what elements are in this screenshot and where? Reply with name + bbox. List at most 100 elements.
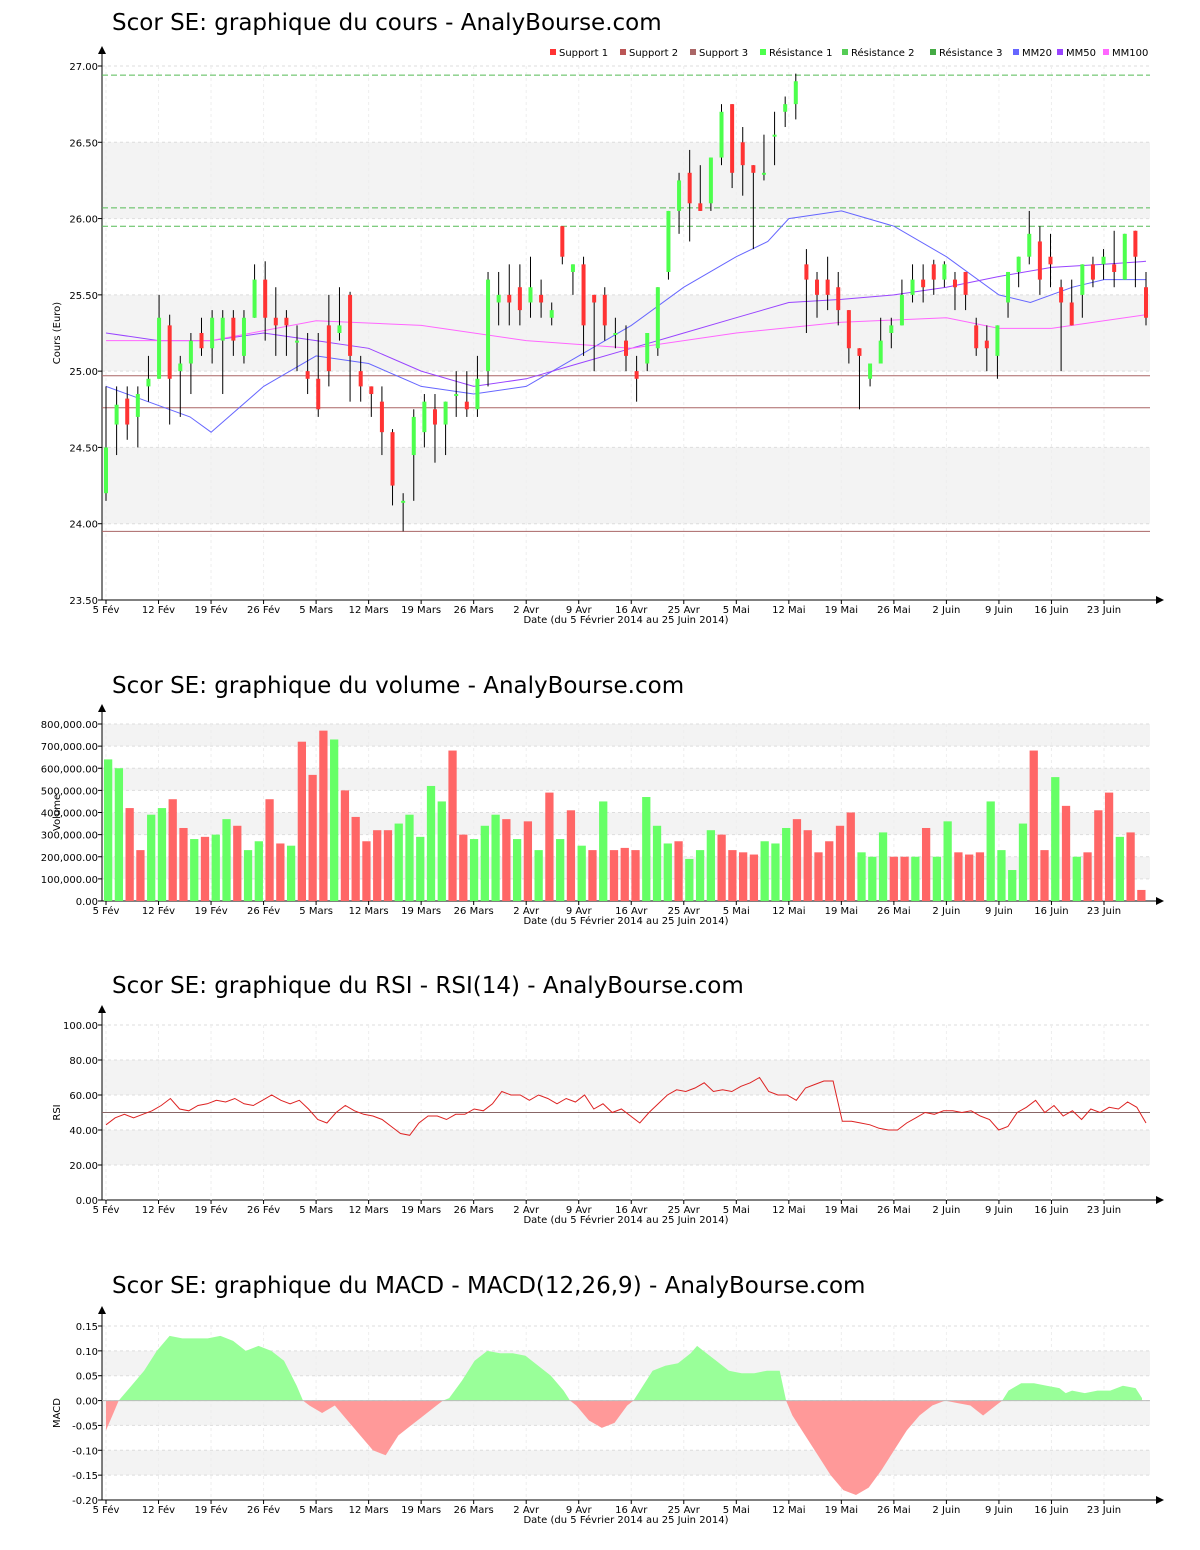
- price-xtick-label: 12 Mai: [772, 605, 805, 616]
- volume-bar: [965, 854, 974, 901]
- candle-body: [1122, 233, 1127, 280]
- price-ytick-label: 26.00: [69, 215, 98, 226]
- candle-body: [931, 264, 936, 280]
- volume-bar: [243, 850, 253, 901]
- price-ylabel: Cours (Euro): [52, 302, 63, 365]
- volume-bar: [330, 739, 339, 901]
- legend-label: MM50: [1066, 48, 1096, 59]
- price-xtick-label: 5 Mai: [723, 605, 750, 616]
- candle-body: [1016, 256, 1021, 272]
- volume-bar: [1083, 852, 1092, 901]
- macd-xtick-label: 5 Fév: [93, 1504, 120, 1516]
- candle-body: [921, 279, 926, 288]
- volume-bar: [534, 850, 543, 901]
- candle-body: [507, 294, 512, 303]
- volume-bar: [1072, 856, 1081, 901]
- macd-xtick-label: 16 Juin: [1034, 1505, 1068, 1516]
- rsi-band: [102, 1060, 1150, 1095]
- candle-body: [624, 340, 628, 356]
- volume-bar: [986, 801, 995, 901]
- candle-body: [432, 409, 437, 425]
- volume-xtick-label: 26 Mars: [454, 906, 494, 917]
- candle-body: [1006, 271, 1011, 303]
- legend-swatch: [690, 49, 696, 55]
- volume-ytick-label: 600,000.00: [41, 764, 98, 775]
- macd-xtick-label: 2 Juin: [932, 1505, 960, 1516]
- volume-bar: [782, 827, 791, 901]
- volume-bar: [717, 834, 726, 901]
- rsi-x-axis-arrow: [1156, 1196, 1164, 1204]
- volume-bar: [254, 841, 263, 901]
- price-xtick-label: 23 Juin: [1087, 605, 1121, 616]
- legend-swatch: [1103, 49, 1109, 55]
- price-xtick-label: 12 Fév: [142, 604, 175, 616]
- macd-ytick-label: 0.00: [76, 1397, 98, 1408]
- volume-xtick-label: 23 Juin: [1087, 906, 1121, 917]
- legend-swatch: [760, 49, 766, 55]
- candle-body: [146, 378, 151, 387]
- volume-ylabel: Volume: [52, 794, 63, 831]
- candle-body: [1112, 264, 1117, 272]
- candle-body: [783, 104, 788, 112]
- volume-bar: [523, 821, 533, 901]
- price-xtick-label: 9 Avr: [566, 605, 593, 616]
- candle-body: [751, 165, 756, 173]
- candle-body: [570, 264, 575, 272]
- volume-bar: [114, 768, 124, 901]
- macd-negative-area: [786, 1400, 945, 1495]
- candle-body: [475, 378, 480, 410]
- macd-ytick-label: -0.15: [72, 1471, 98, 1482]
- candle-body: [581, 264, 586, 326]
- macd-ytick-label: -0.10: [72, 1446, 98, 1457]
- macd-ytick-label: 0.05: [76, 1372, 98, 1383]
- rsi-xtick-label: 19 Mars: [401, 1205, 441, 1216]
- volume-bar: [577, 845, 586, 901]
- price-ytick-label: 26.50: [69, 138, 98, 149]
- macd-positive-area: [118, 1335, 303, 1401]
- volume-bar: [480, 825, 489, 901]
- volume-bar: [276, 843, 285, 901]
- macd-ytick-label: 0.15: [76, 1322, 98, 1333]
- volume-band: [102, 768, 1150, 791]
- volume-band: [102, 724, 1150, 747]
- volume-bar: [566, 810, 576, 901]
- rsi-xtick-label: 16 Juin: [1034, 1205, 1068, 1216]
- macd-positive-area: [633, 1345, 787, 1401]
- volume-bar: [125, 808, 134, 901]
- rsi-band: [102, 1130, 1150, 1165]
- macd-xlabel: Date (du 5 Février 2014 au 25 Juin 2014): [523, 1514, 728, 1526]
- volume-bar: [911, 856, 920, 901]
- candle-body: [210, 317, 215, 349]
- candle-body: [634, 371, 639, 379]
- volume-bar: [1040, 850, 1049, 901]
- volume-bar: [1029, 750, 1038, 901]
- volume-ytick-label: 800,000.00: [41, 720, 98, 731]
- rsi-chart: 0.00 20.00 40.00 60.00 80.00 100.00 RSI 5 Fév 12…: [52, 1005, 1164, 1226]
- candle-body: [305, 371, 310, 379]
- rsi-line: [105, 1076, 1147, 1136]
- candle-body: [560, 226, 565, 257]
- candle-body: [963, 271, 968, 295]
- volume-xtick-label: 25 Avr: [668, 906, 701, 917]
- legend-swatch: [1057, 49, 1063, 55]
- macd-y-axis-arrow: [98, 1306, 106, 1314]
- macd-xtick-label: 16 Avr: [615, 1505, 648, 1516]
- volume-bar: [857, 852, 866, 901]
- macd-xtick-label: 5 Mars: [299, 1505, 333, 1516]
- volume-bar: [394, 823, 403, 901]
- price-x-axis-arrow: [1156, 596, 1164, 604]
- volume-xtick-label: 16 Juin: [1034, 906, 1068, 917]
- candle-body: [761, 172, 766, 175]
- volume-bar: [803, 830, 812, 901]
- candle-body: [295, 340, 300, 343]
- volume-ytick-label: 700,000.00: [41, 742, 98, 753]
- legend-swatch: [842, 49, 848, 55]
- macd-negative-area: [570, 1400, 634, 1428]
- candle-body: [613, 333, 618, 335]
- candle-body: [263, 279, 268, 318]
- volume-bar: [739, 852, 748, 901]
- candle-body: [284, 317, 289, 326]
- rsi-ytick-label: 80.00: [69, 1056, 98, 1067]
- volume-bar: [695, 850, 705, 901]
- volume-bar: [975, 852, 985, 901]
